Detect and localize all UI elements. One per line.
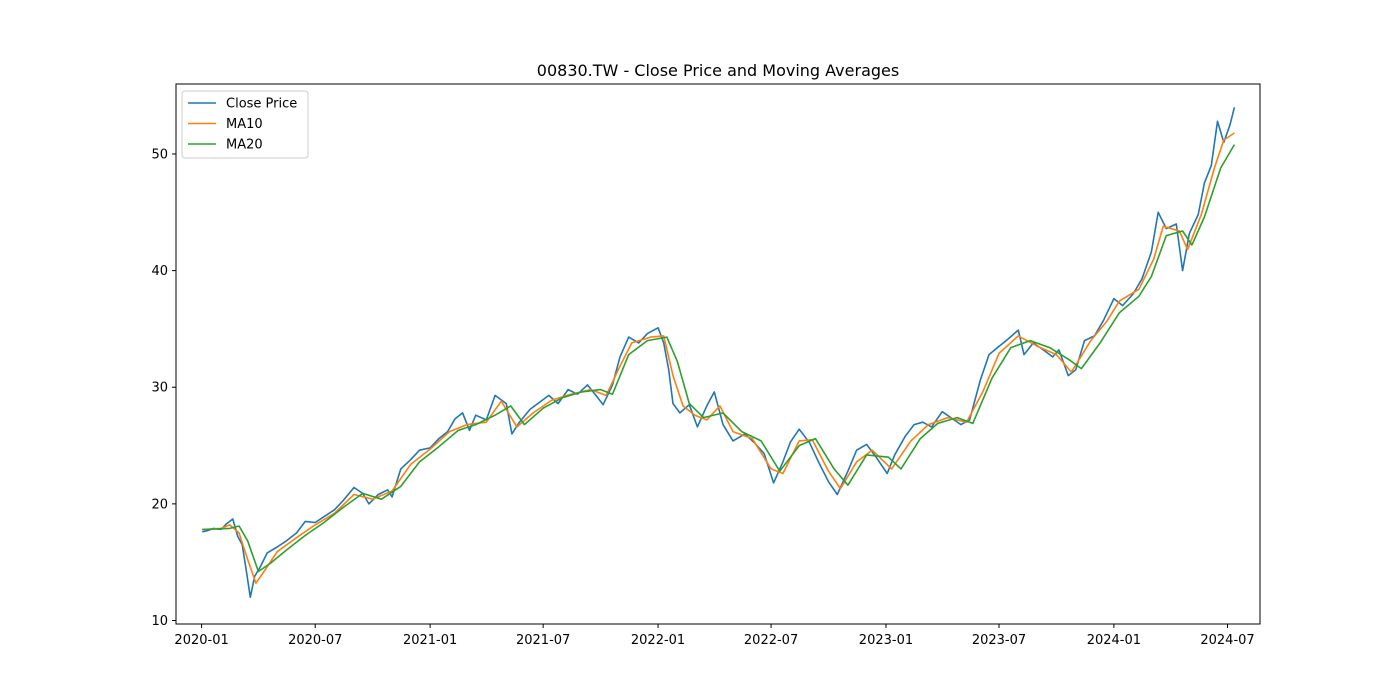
- x-tick-label: 2022-01: [631, 633, 685, 648]
- x-axis: 2020-01 2020-07 2021-01 2021-07 2022-01 2022-…: [174, 624, 1255, 648]
- x-tick-label: 2021-07: [516, 633, 570, 648]
- x-tick-label: 2021-01: [403, 633, 457, 648]
- legend-label-ma20: MA20: [226, 138, 263, 153]
- y-axis: 10 20 30 40 50: [151, 147, 176, 629]
- series-line-ma10: [202, 132, 1235, 584]
- y-tick-label: 50: [151, 147, 168, 162]
- series-layer: [202, 107, 1236, 598]
- chart-title: 00830.TW - Close Price and Moving Averag…: [537, 61, 899, 80]
- x-tick-label: 2024-01: [1087, 633, 1141, 648]
- y-tick-label: 20: [151, 497, 168, 512]
- x-tick-label: 2023-07: [972, 633, 1026, 648]
- legend-label-ma10: MA10: [226, 117, 263, 132]
- axes-frame: [175, 83, 1261, 625]
- y-tick-label: 10: [151, 614, 168, 629]
- x-tick-label: 2020-07: [288, 633, 342, 648]
- x-tick-label: 2023-01: [859, 633, 913, 648]
- series-line-ma20: [202, 144, 1236, 573]
- legend-label-close-price: Close Price: [226, 97, 297, 112]
- y-tick-label: 30: [151, 381, 168, 396]
- x-tick-label: 2024-07: [1200, 633, 1254, 648]
- legend: Close Price MA10 MA20: [181, 90, 309, 159]
- legend-box: [181, 90, 309, 159]
- y-tick-label: 40: [151, 264, 168, 279]
- x-tick-label: 2022-07: [744, 633, 798, 648]
- x-tick-label: 2020-01: [174, 633, 228, 648]
- series-line-close-price: [202, 107, 1236, 598]
